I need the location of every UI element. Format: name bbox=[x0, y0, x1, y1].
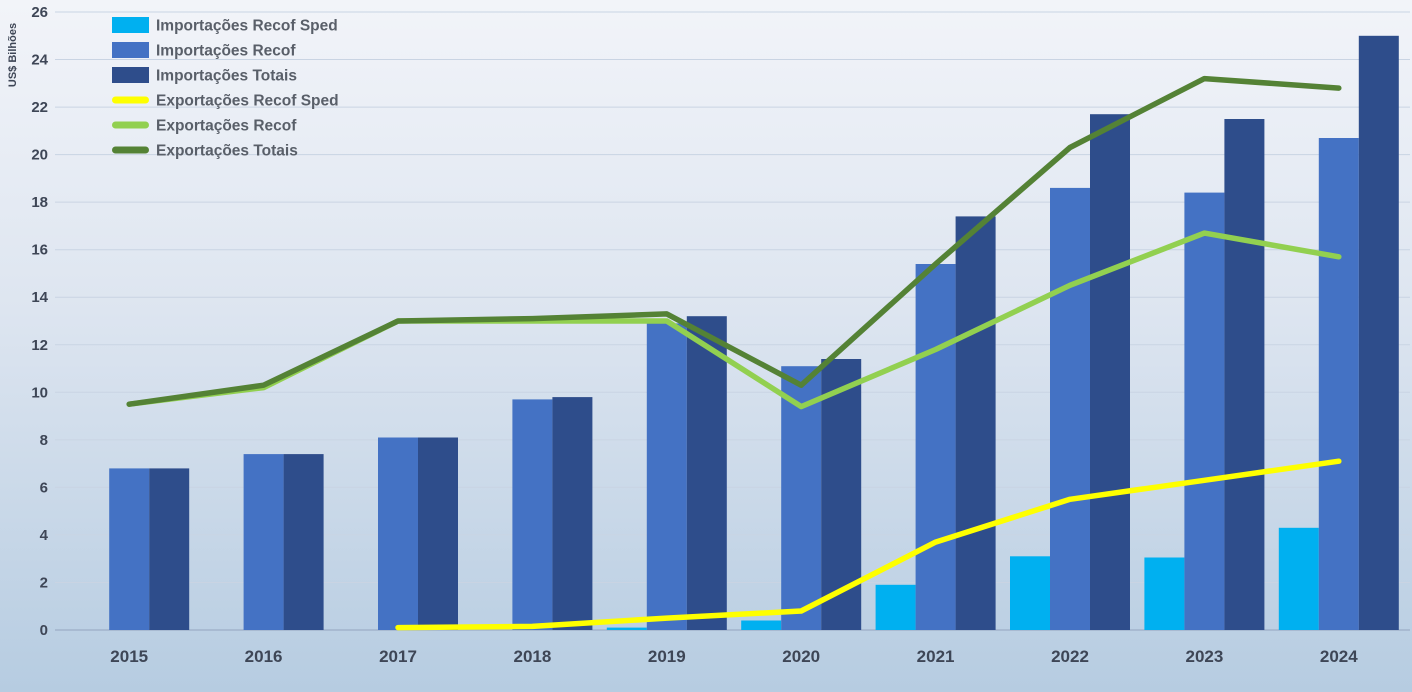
line bbox=[126, 75, 1342, 407]
legend-swatch-bar bbox=[112, 17, 149, 33]
bar bbox=[109, 468, 150, 630]
legend-item: Exportações Recof bbox=[112, 118, 297, 135]
bar-series bbox=[606, 527, 1319, 630]
y-tick-label: 0 bbox=[40, 622, 48, 639]
bar bbox=[1278, 527, 1319, 630]
bar bbox=[955, 216, 996, 630]
y-tick-label: 6 bbox=[40, 479, 48, 496]
bar bbox=[1090, 114, 1130, 630]
bar bbox=[1358, 35, 1399, 631]
legend-swatch-line bbox=[112, 146, 149, 154]
legend-item: Exportações Recof Sped bbox=[112, 93, 339, 110]
bar bbox=[781, 366, 822, 630]
bar bbox=[741, 620, 782, 630]
bar bbox=[915, 264, 956, 630]
bar bbox=[606, 627, 647, 630]
x-tick-label: 2023 bbox=[1185, 647, 1223, 666]
legend-item: Exportações Totais bbox=[112, 143, 298, 160]
bar bbox=[1184, 192, 1225, 630]
legend-label: Importações Recof bbox=[156, 43, 296, 60]
x-tick-label: 2019 bbox=[648, 647, 686, 666]
bar-series bbox=[149, 35, 1399, 631]
y-tick-label: 8 bbox=[40, 432, 48, 449]
y-tick-label: 18 bbox=[31, 194, 48, 211]
legend-item: Importações Recof bbox=[112, 42, 296, 60]
legend-swatch-bar bbox=[112, 42, 149, 58]
line-series-group bbox=[126, 75, 1342, 631]
bar bbox=[243, 454, 284, 630]
y-tick-label: 20 bbox=[31, 147, 48, 164]
legend-label: Importações Totais bbox=[156, 68, 297, 85]
y-tick-label: 22 bbox=[31, 99, 48, 116]
legend-swatch-line bbox=[112, 96, 149, 104]
x-tick-label: 2020 bbox=[782, 647, 820, 666]
x-tick-label: 2016 bbox=[245, 647, 283, 666]
gridlines bbox=[55, 11, 1410, 631]
bar bbox=[283, 454, 324, 630]
legend-item: Importações Recof Sped bbox=[112, 17, 338, 35]
x-tick-label: 2017 bbox=[379, 647, 417, 666]
bar bbox=[1318, 138, 1359, 630]
y-tick-label: 12 bbox=[31, 337, 48, 354]
bar-series-group bbox=[109, 35, 1399, 631]
legend: Importações Recof Sped Importações Recof I… bbox=[112, 17, 339, 160]
y-axis-title: US$ Bilhões bbox=[7, 23, 19, 87]
bar bbox=[1050, 187, 1090, 630]
x-tick-label: 2015 bbox=[110, 647, 148, 666]
bar bbox=[418, 437, 458, 630]
bar bbox=[552, 397, 593, 630]
bar bbox=[875, 584, 916, 630]
legend-label: Exportações Recof Sped bbox=[156, 93, 339, 110]
x-tick-label: 2024 bbox=[1320, 647, 1358, 666]
bar bbox=[1010, 556, 1050, 630]
bar bbox=[1224, 119, 1265, 630]
bar bbox=[512, 399, 553, 630]
y-tick-label: 16 bbox=[31, 242, 48, 259]
x-axis-labels: 2015 2016 2017 2018 2019 2020 2021 2022 2023 2024 bbox=[110, 647, 1358, 666]
y-tick-label: 2 bbox=[40, 574, 48, 591]
legend-item: Importações Totais bbox=[112, 67, 297, 85]
legend-swatch-bar bbox=[112, 67, 149, 83]
legend-label: Importações Recof Sped bbox=[156, 18, 338, 35]
y-tick-label: 4 bbox=[40, 527, 49, 544]
legend-swatch-line bbox=[112, 121, 149, 129]
legend-label: Exportações Recof bbox=[156, 118, 297, 135]
y-tick-label: 26 bbox=[31, 4, 48, 21]
x-tick-label: 2022 bbox=[1051, 647, 1089, 666]
x-tick-label: 2021 bbox=[917, 647, 955, 666]
bar bbox=[1144, 557, 1185, 630]
y-tick-label: 24 bbox=[31, 52, 48, 69]
bar bbox=[378, 437, 418, 630]
bar bbox=[686, 316, 727, 630]
y-tick-label: 14 bbox=[31, 289, 48, 306]
line bbox=[395, 458, 1342, 631]
x-tick-label: 2018 bbox=[513, 647, 551, 666]
y-tick-label: 10 bbox=[31, 384, 48, 401]
bar bbox=[149, 468, 190, 630]
legend-label: Exportações Totais bbox=[156, 143, 298, 160]
bar bbox=[646, 323, 687, 630]
line bbox=[126, 230, 1342, 410]
bar-series bbox=[109, 138, 1359, 630]
